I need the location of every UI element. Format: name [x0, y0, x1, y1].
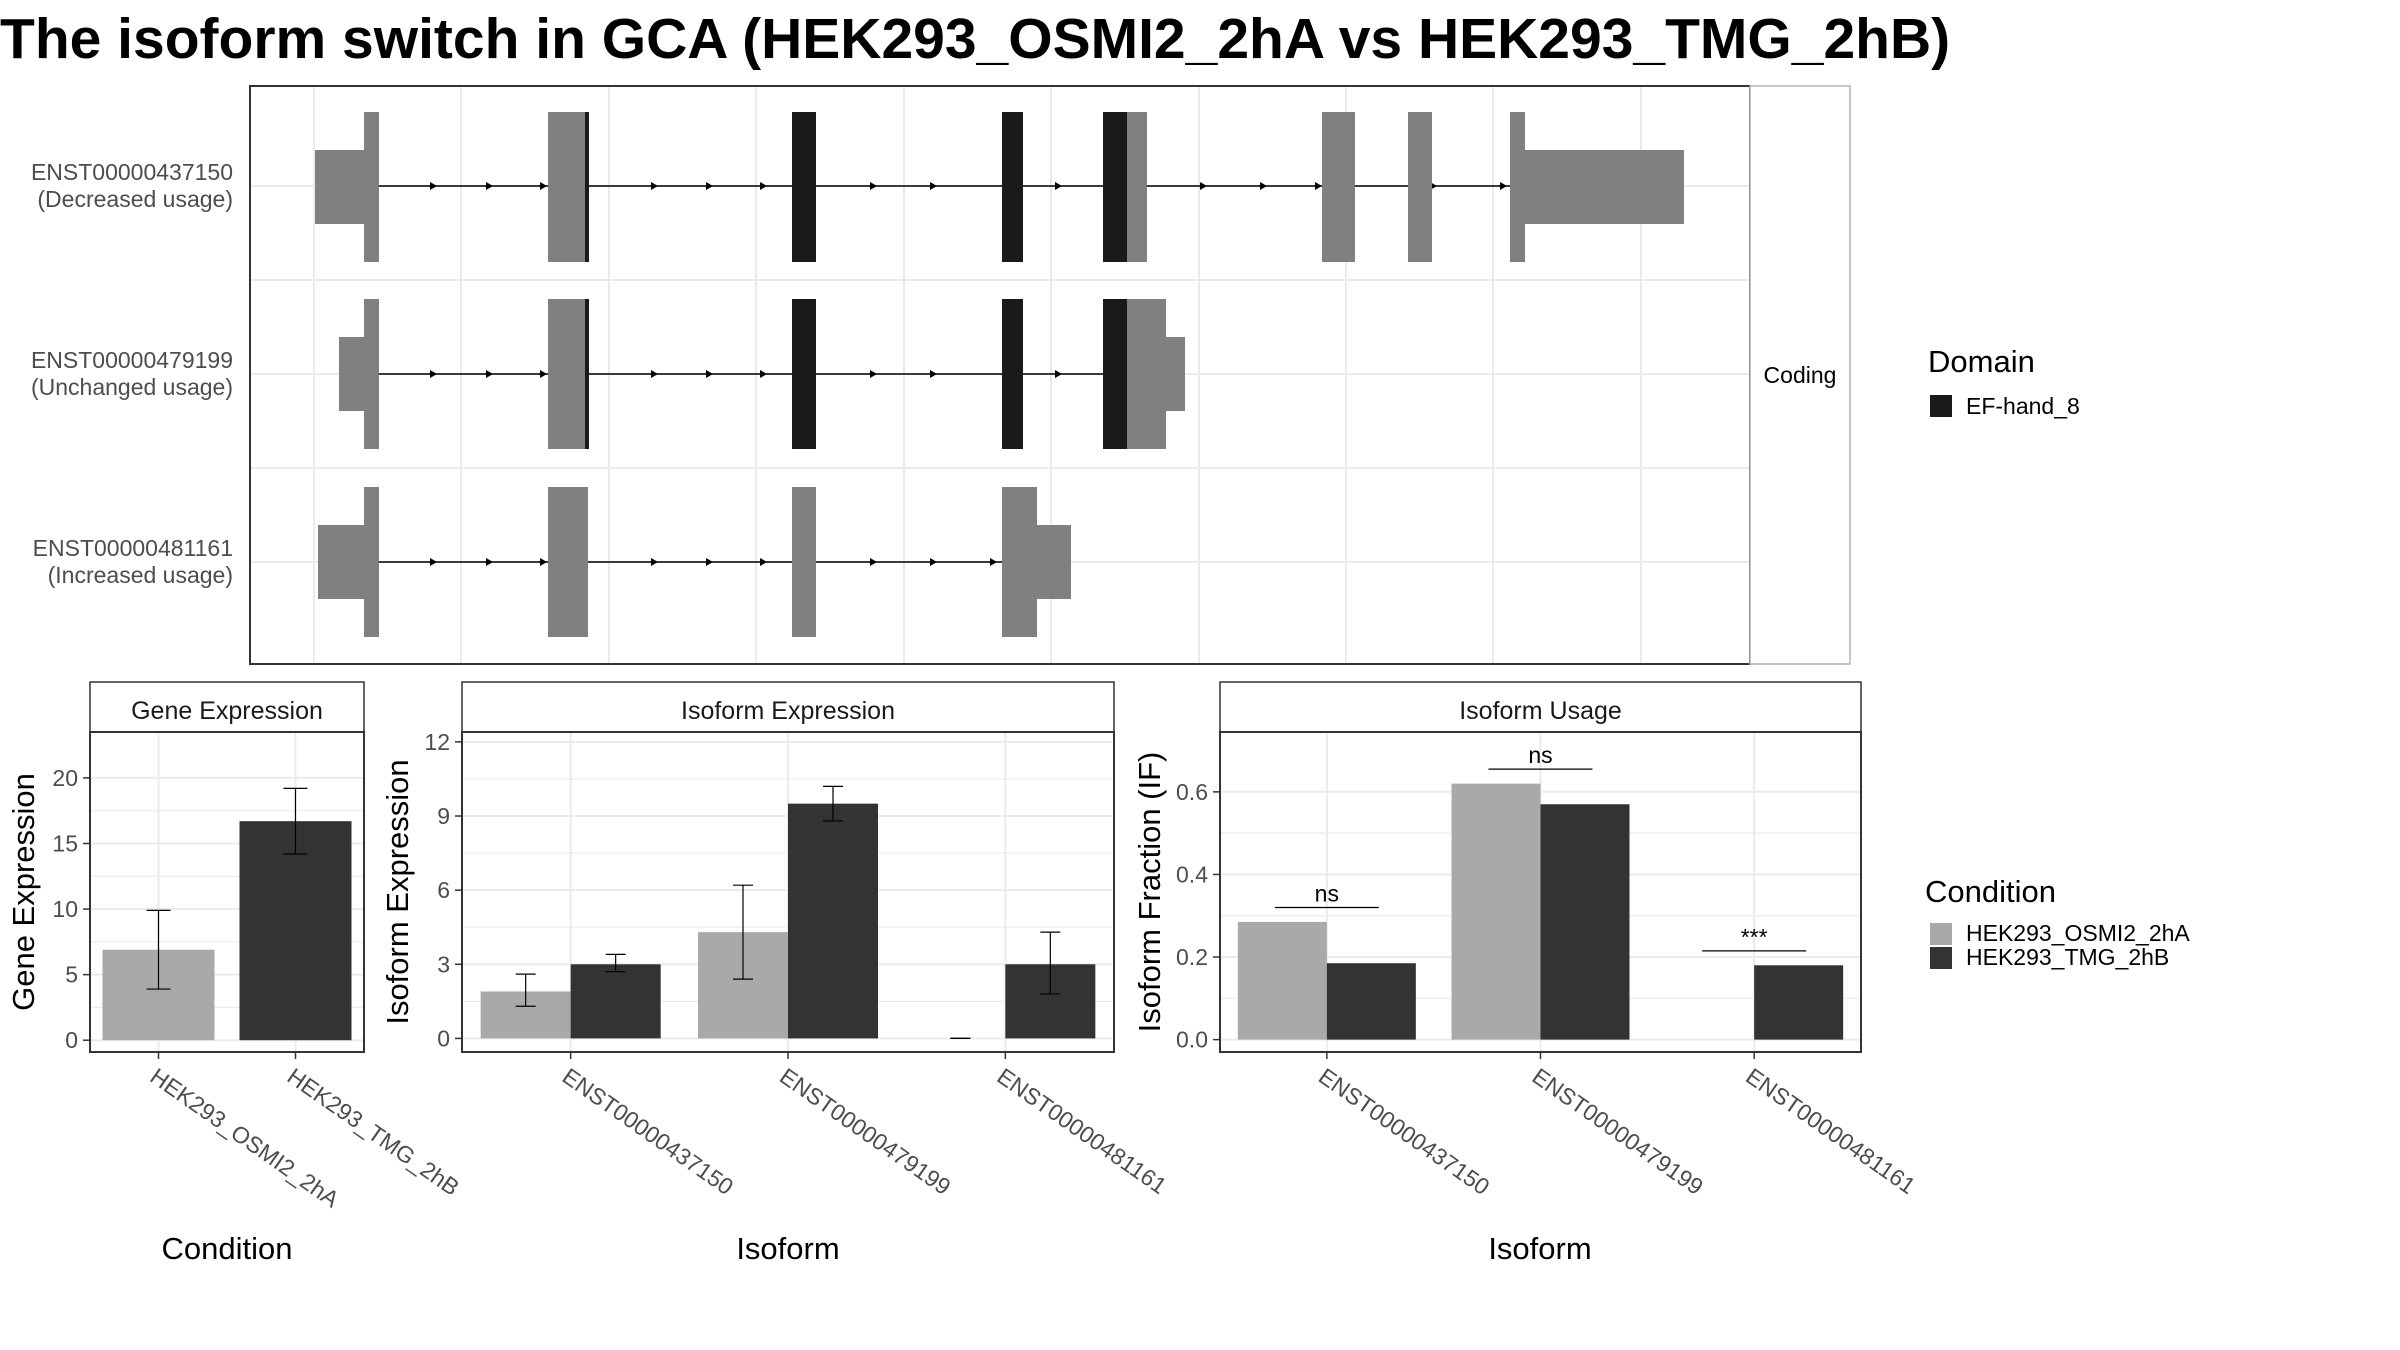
significance-label: ns — [1528, 742, 1552, 768]
bar — [788, 803, 878, 1039]
facet-strip — [461, 681, 1115, 733]
domain-legend-label: EF-hand_8 — [1966, 393, 2080, 419]
y-tick-label: 9 — [437, 803, 450, 829]
y-axis-title: Isoform Fraction (IF) — [1132, 752, 1167, 1033]
condition-legend-label-a: HEK293_OSMI2_2hA — [1966, 920, 2190, 946]
isoform-expression-chart: Isoform Expression 0 3 6 9 12 ENST00000437150 E… — [380, 681, 1171, 1266]
y-tick-label: 3 — [437, 951, 450, 977]
x-tick-label: ENST00000437150 — [558, 1063, 738, 1200]
facet-strip — [1219, 681, 1862, 733]
transcript-row-enst00000479199 — [339, 299, 1185, 449]
facet-strip-title: Gene Expression — [131, 697, 323, 725]
x-tick-label: ENST00000481161 — [1741, 1063, 1920, 1199]
y-axis-title: Isoform Expression — [380, 759, 415, 1024]
y-tick-label: 0.0 — [1176, 1027, 1208, 1053]
y-tick-label: 5 — [65, 962, 78, 988]
significance-label: ns — [1315, 880, 1339, 906]
x-axis-title: Condition — [162, 1231, 293, 1266]
plot-border — [89, 731, 365, 1053]
domain-legend-swatch — [1930, 395, 1952, 417]
bar — [1754, 965, 1844, 1040]
facet-strip-title: Isoform Expression — [681, 697, 895, 725]
bar — [1237, 921, 1327, 1040]
x-tick-label: ENST00000479199 — [1528, 1063, 1708, 1200]
exons — [315, 112, 1684, 262]
transcript-label-2-usage: (Unchanged usage) — [31, 374, 233, 400]
significance-label: *** — [1741, 924, 1768, 950]
figure-title: The isoform switch in GCA (HEK293_OSMI2_… — [0, 7, 1950, 71]
bar — [570, 964, 661, 1039]
transcript-label-1-id: ENST00000437150 — [31, 159, 233, 185]
condition-legend-swatch-b — [1930, 947, 1952, 969]
y-tick-label: 20 — [52, 765, 78, 791]
y-tick-label: 0.6 — [1176, 779, 1208, 805]
x-tick-label: ENST00000437150 — [1314, 1063, 1494, 1200]
condition-legend: Condition HEK293_OSMI2_2hA HEK293_TMG_2h… — [1925, 874, 2190, 970]
bar — [239, 821, 352, 1041]
y-axis-title: Gene Expression — [6, 773, 41, 1011]
transcript-label-1-usage: (Decreased usage) — [37, 186, 233, 212]
transcript-row-enst00000481161 — [318, 487, 1071, 637]
coding-strip-label: Coding — [1764, 362, 1837, 388]
domain-legend: Domain EF-hand_8 — [1928, 344, 2080, 419]
intron-arrows — [430, 370, 1062, 378]
y-tick-label: 6 — [437, 877, 450, 903]
facet-strip — [89, 681, 365, 733]
y-tick-label: 0 — [65, 1027, 78, 1053]
exons — [318, 487, 1071, 637]
intron-arrows — [430, 182, 1507, 190]
domain-legend-title: Domain — [1928, 344, 2035, 379]
ef-hand-domain-blocks — [585, 299, 1127, 449]
bar — [1326, 963, 1416, 1040]
y-tick-label: 0 — [437, 1025, 450, 1051]
x-tick-label: ENST00000481161 — [992, 1063, 1171, 1199]
y-tick-label: 0.2 — [1176, 944, 1208, 970]
x-axis-title: Isoform — [736, 1231, 839, 1266]
x-tick-label: ENST00000479199 — [775, 1063, 955, 1200]
bar — [1540, 804, 1630, 1040]
transcript-label-3-id: ENST00000481161 — [33, 535, 233, 561]
isoform-usage-chart: Isoform Usage ns ns *** 0.0 0.2 0.4 0.6 ENST0000… — [1132, 681, 1920, 1266]
y-tick-label: 0.4 — [1176, 861, 1208, 887]
intron-arrows — [430, 558, 997, 566]
transcript-label-2-id: ENST00000479199 — [31, 347, 233, 373]
y-tick-label: 15 — [52, 830, 78, 856]
facet-strip-title: Isoform Usage — [1459, 697, 1622, 725]
bar — [1451, 783, 1541, 1040]
y-tick-label: 10 — [52, 896, 78, 922]
condition-legend-title: Condition — [1925, 874, 2056, 909]
coding-strip — [1749, 85, 1851, 665]
x-axis-title: Isoform — [1488, 1231, 1591, 1266]
transcript-structure-panel: ENST00000437150 (Decreased usage) ENST00… — [31, 85, 1851, 665]
transcript-row-enst00000437150 — [315, 112, 1684, 262]
transcript-label-3-usage: (Increased usage) — [48, 562, 233, 588]
y-tick-label: 12 — [424, 729, 450, 755]
condition-legend-swatch-a — [1930, 923, 1952, 945]
ef-hand-domain-blocks — [585, 112, 1127, 262]
exons — [339, 299, 1185, 449]
condition-legend-label-b: HEK293_TMG_2hB — [1966, 944, 2169, 970]
